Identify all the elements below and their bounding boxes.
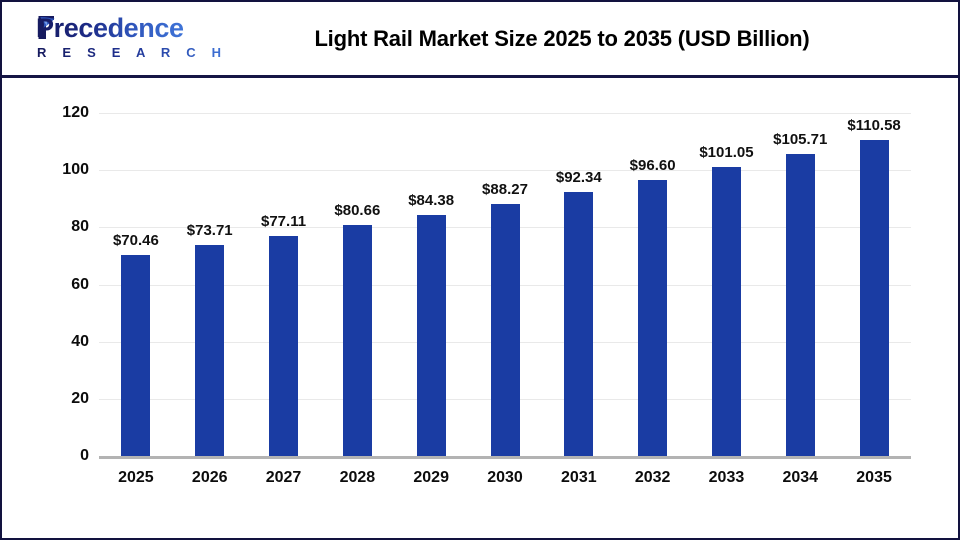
gridline — [99, 113, 911, 114]
y-axis-tick-label: 100 — [62, 161, 89, 179]
bar[interactable] — [564, 192, 594, 456]
logo-leaf-icon — [38, 16, 55, 39]
plot-area: 0 20 40 60 80 100 120 $70.46 $73.71 $77.11 $80.66… — [2, 81, 958, 538]
x-axis-line — [99, 456, 911, 459]
x-axis-tick-label: 2033 — [708, 469, 745, 486]
bar[interactable] — [342, 225, 372, 456]
x-axis-tick-label: 2025 — [118, 469, 154, 486]
y-axis-tick-label: 40 — [71, 332, 89, 350]
x-axis-tick-label: 2029 — [413, 469, 449, 486]
bar-value-label: $73.71 — [186, 222, 233, 240]
x-axis-tick-label: 2027 — [265, 469, 302, 486]
y-axis-tick-label: 80 — [71, 218, 89, 236]
gridline — [99, 170, 911, 172]
x-axis-tick-label: 2026 — [191, 469, 228, 486]
x-axis-tick-label: 2030 — [487, 469, 523, 486]
y-axis-tick-label: 120 — [62, 104, 89, 121]
bar[interactable] — [416, 214, 446, 456]
bar-value-label: $101.05 — [699, 144, 754, 162]
bar-value-label: $92.34 — [555, 169, 602, 187]
bar[interactable] — [785, 153, 815, 456]
bar-value-label: $105.71 — [773, 130, 828, 148]
bar-value-label: $84.38 — [408, 191, 455, 209]
bar[interactable] — [121, 254, 151, 456]
y-axis-tick-label: 20 — [71, 389, 89, 407]
bar-value-label: $70.46 — [112, 231, 159, 249]
x-axis-tick-label: 2035 — [856, 469, 892, 486]
y-axis-tick-label: 60 — [71, 275, 89, 293]
bar-value-label: $88.27 — [482, 180, 528, 198]
bar-value-label: $77.11 — [261, 212, 307, 230]
bar[interactable] — [195, 245, 225, 456]
bar[interactable] — [490, 203, 520, 456]
x-axis-tick-label: 2032 — [634, 469, 671, 486]
x-axis-tick-label: 2028 — [339, 469, 376, 486]
x-axis-tick-label: 2031 — [561, 469, 597, 486]
bar-value-label: $96.60 — [629, 156, 676, 174]
logo-wordmark: Precedence — [36, 13, 184, 43]
bar[interactable] — [638, 179, 668, 456]
chart-header: Precedence R E S E A R C H Light Rail Ma… — [2, 2, 958, 78]
bar[interactable] — [269, 235, 299, 456]
x-axis-tick-label: 2034 — [782, 469, 819, 486]
bar[interactable] — [711, 167, 741, 456]
bar-value-label: $110.58 — [847, 116, 901, 134]
y-axis-tick-label: 0 — [80, 447, 89, 464]
precedence-research-logo: Precedence R E S E A R C H — [16, 12, 221, 66]
bar-value-label: $80.66 — [334, 202, 381, 220]
logo-subtitle: R E S E A R C H — [37, 45, 228, 60]
bar[interactable] — [859, 139, 889, 456]
page-title: Light Rail Market Size 2025 to 2035 (USD… — [314, 26, 810, 51]
